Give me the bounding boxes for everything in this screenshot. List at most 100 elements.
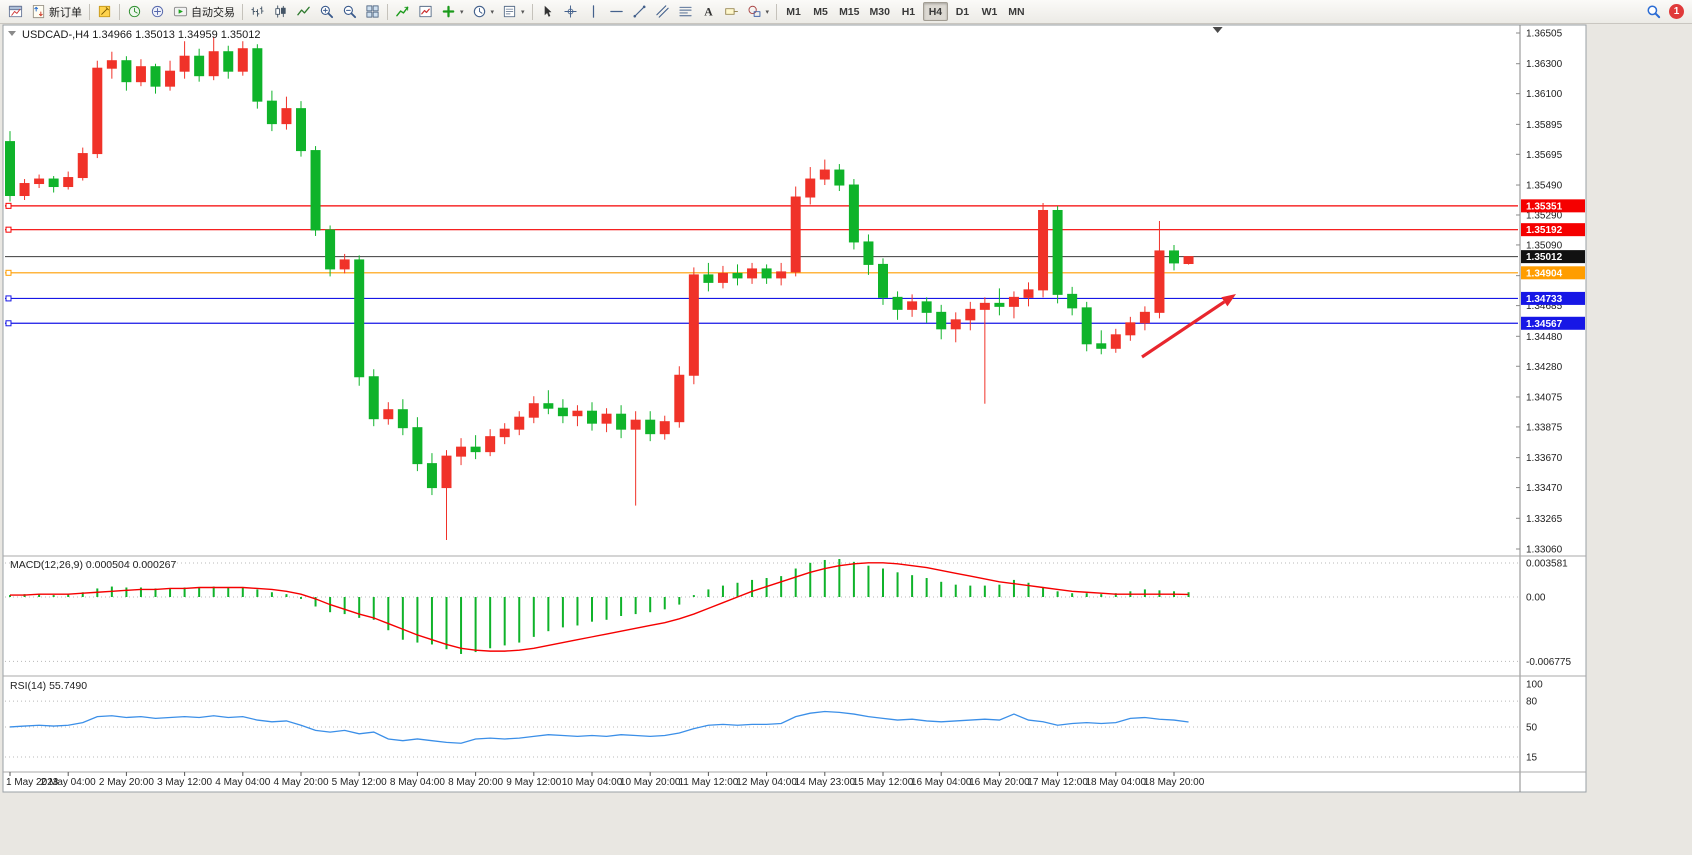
timeframe-w1-button[interactable]: W1: [977, 2, 1002, 21]
search-button[interactable]: [1642, 2, 1665, 22]
candle: [194, 48, 205, 82]
candle-body: [514, 416, 525, 430]
candle: [1008, 291, 1019, 319]
candle: [179, 41, 190, 79]
templates-button[interactable]: ▾: [498, 2, 529, 22]
candle-body: [878, 263, 888, 298]
market-watch-button[interactable]: [123, 2, 146, 22]
candle: [499, 423, 510, 445]
candle: [514, 411, 525, 436]
candle: [979, 297, 990, 404]
candle-body: [848, 184, 859, 243]
chart-shift-marker[interactable]: [1212, 27, 1223, 33]
candle-body: [1052, 209, 1063, 295]
window-menu-button[interactable]: [4, 2, 27, 22]
candle-body: [121, 60, 132, 83]
candle-body: [805, 178, 816, 198]
candlestick-chart-button[interactable]: [269, 2, 292, 22]
horizontal-line-button[interactable]: [605, 2, 628, 22]
vertical-line-button[interactable]: [582, 2, 605, 22]
timeframe-d1-button[interactable]: D1: [950, 2, 975, 21]
candle-body: [368, 376, 379, 420]
candle: [645, 411, 656, 442]
zoom-in-button[interactable]: [315, 2, 338, 22]
candle: [848, 179, 859, 250]
crosshair-button[interactable]: [559, 2, 582, 22]
price-axis-label: 1.34280: [1526, 362, 1563, 373]
candle: [543, 390, 554, 415]
timeframe-h4-button[interactable]: H4: [922, 2, 948, 21]
candle-body: [63, 177, 74, 188]
candle-body: [1110, 334, 1121, 349]
timeframe-h1-button[interactable]: H1: [896, 2, 921, 21]
candle-body: [616, 413, 627, 430]
timeframe-mn-button[interactable]: MN: [1004, 2, 1029, 21]
channel-button[interactable]: [651, 2, 674, 22]
candle: [485, 429, 496, 457]
fibonacci-icon: [678, 4, 693, 19]
candle-body: [950, 319, 961, 330]
timeframe-m1-button[interactable]: M1: [781, 2, 806, 21]
shapes-button[interactable]: ▾: [743, 2, 774, 22]
one-click-trading-toggle[interactable]: [8, 31, 16, 36]
toolbar-separator: [387, 3, 388, 20]
candle-body: [1169, 250, 1179, 264]
line-chart-icon: [296, 4, 311, 19]
indicators-button[interactable]: [391, 2, 414, 22]
candle: [1110, 328, 1121, 353]
autotrading-button[interactable]: 自动交易: [169, 2, 239, 22]
resistance-price-tag-text: 1.35192: [1526, 225, 1563, 236]
line-chart-button[interactable]: [292, 2, 315, 22]
zoom-out-button[interactable]: [338, 2, 361, 22]
timeframe-m5-button[interactable]: M5: [808, 2, 833, 21]
candle: [965, 301, 976, 331]
dropdown-arrow-icon: ▾: [460, 8, 464, 16]
candle: [892, 291, 903, 320]
timeframe-m15-button[interactable]: M15: [835, 2, 863, 21]
level-handle[interactable]: [5, 202, 12, 209]
level-handle[interactable]: [5, 269, 12, 276]
price-axis: [1516, 32, 1520, 550]
trendline-button[interactable]: [628, 2, 651, 22]
candle: [994, 288, 1005, 316]
data-window-button[interactable]: [146, 2, 169, 22]
tile-windows-button[interactable]: [361, 2, 384, 22]
metaeditor-button[interactable]: [93, 2, 116, 22]
time-axis-label: 3 May 12:00: [157, 777, 212, 788]
candle-body: [1023, 289, 1034, 298]
candle: [354, 255, 365, 386]
level-handle[interactable]: [5, 295, 12, 302]
level-handle[interactable]: [5, 226, 12, 233]
cursor-button[interactable]: [536, 2, 559, 22]
candle-body: [150, 66, 161, 87]
level-handle[interactable]: [5, 320, 12, 327]
candle: [456, 438, 467, 466]
add-indicator-button[interactable]: ▾: [437, 2, 468, 22]
new-order-button[interactable]: 新订单: [27, 2, 86, 22]
current-price-tag-text: 1.35012: [1526, 252, 1563, 263]
fibonacci-button[interactable]: [674, 2, 697, 22]
candle: [441, 450, 452, 541]
candle-body: [252, 48, 263, 102]
text-button[interactable]: A: [697, 2, 720, 22]
candle: [819, 159, 830, 186]
text-label-button[interactable]: [720, 2, 743, 22]
candle: [790, 186, 801, 277]
candle-body: [165, 70, 176, 87]
periods-button[interactable]: ▾: [468, 2, 499, 22]
resistance-price-tag: [1521, 199, 1585, 213]
macd-indicator: [9, 559, 1190, 654]
main-toolbar: 新订单 自动交易 ▾ ▾ ▾ A ▾ M1 M5 M15 M30 H1 H4 D1 W1 MN 1: [0, 0, 1692, 24]
indicator-window-button[interactable]: [414, 2, 437, 22]
bar-chart-button[interactable]: [246, 2, 269, 22]
annotation-arrow[interactable]: [1141, 294, 1236, 359]
new-order-button-label: 新订单: [49, 6, 82, 19]
timeframe-m30-button[interactable]: M30: [866, 2, 894, 21]
notifications-badge[interactable]: 1: [1669, 4, 1684, 19]
candle: [5, 131, 15, 202]
pivot-price-tag-text: 1.34904: [1526, 268, 1563, 279]
price-axis-label: 1.36505: [1526, 29, 1563, 40]
time-axis: [9, 772, 1175, 776]
